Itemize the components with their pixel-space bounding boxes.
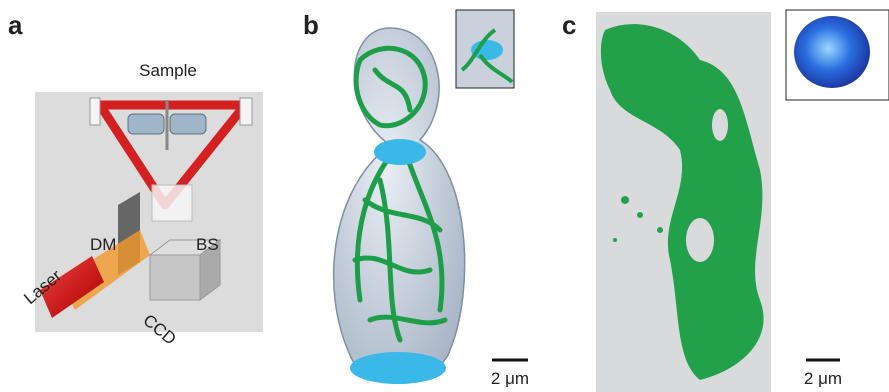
cell-surface <box>334 28 465 378</box>
network-hole <box>686 218 714 262</box>
mirror <box>90 98 100 125</box>
nucleus-region <box>374 139 426 165</box>
inset-cell <box>794 16 870 88</box>
nucleus-region <box>350 352 446 384</box>
panel-label: c <box>562 10 576 40</box>
scale-label: 2 μm <box>804 369 842 388</box>
objective-lens <box>128 114 164 134</box>
beam-splitter <box>152 185 192 221</box>
network-hole <box>712 109 728 141</box>
figure: a Sample DM BS Laser CCD b 2 μm c <box>0 0 889 392</box>
panel-label: a <box>8 10 23 40</box>
ccd-camera <box>150 255 200 300</box>
mirror <box>240 98 252 125</box>
annotation: BS <box>196 235 219 254</box>
panel-label: b <box>303 10 319 40</box>
annotation: Sample <box>139 61 197 80</box>
scale-label: 2 μm <box>491 369 529 388</box>
objective-lens <box>170 114 206 134</box>
page: a Sample DM BS Laser CCD b 2 μm c <box>0 0 889 392</box>
annotation: DM <box>90 235 116 254</box>
